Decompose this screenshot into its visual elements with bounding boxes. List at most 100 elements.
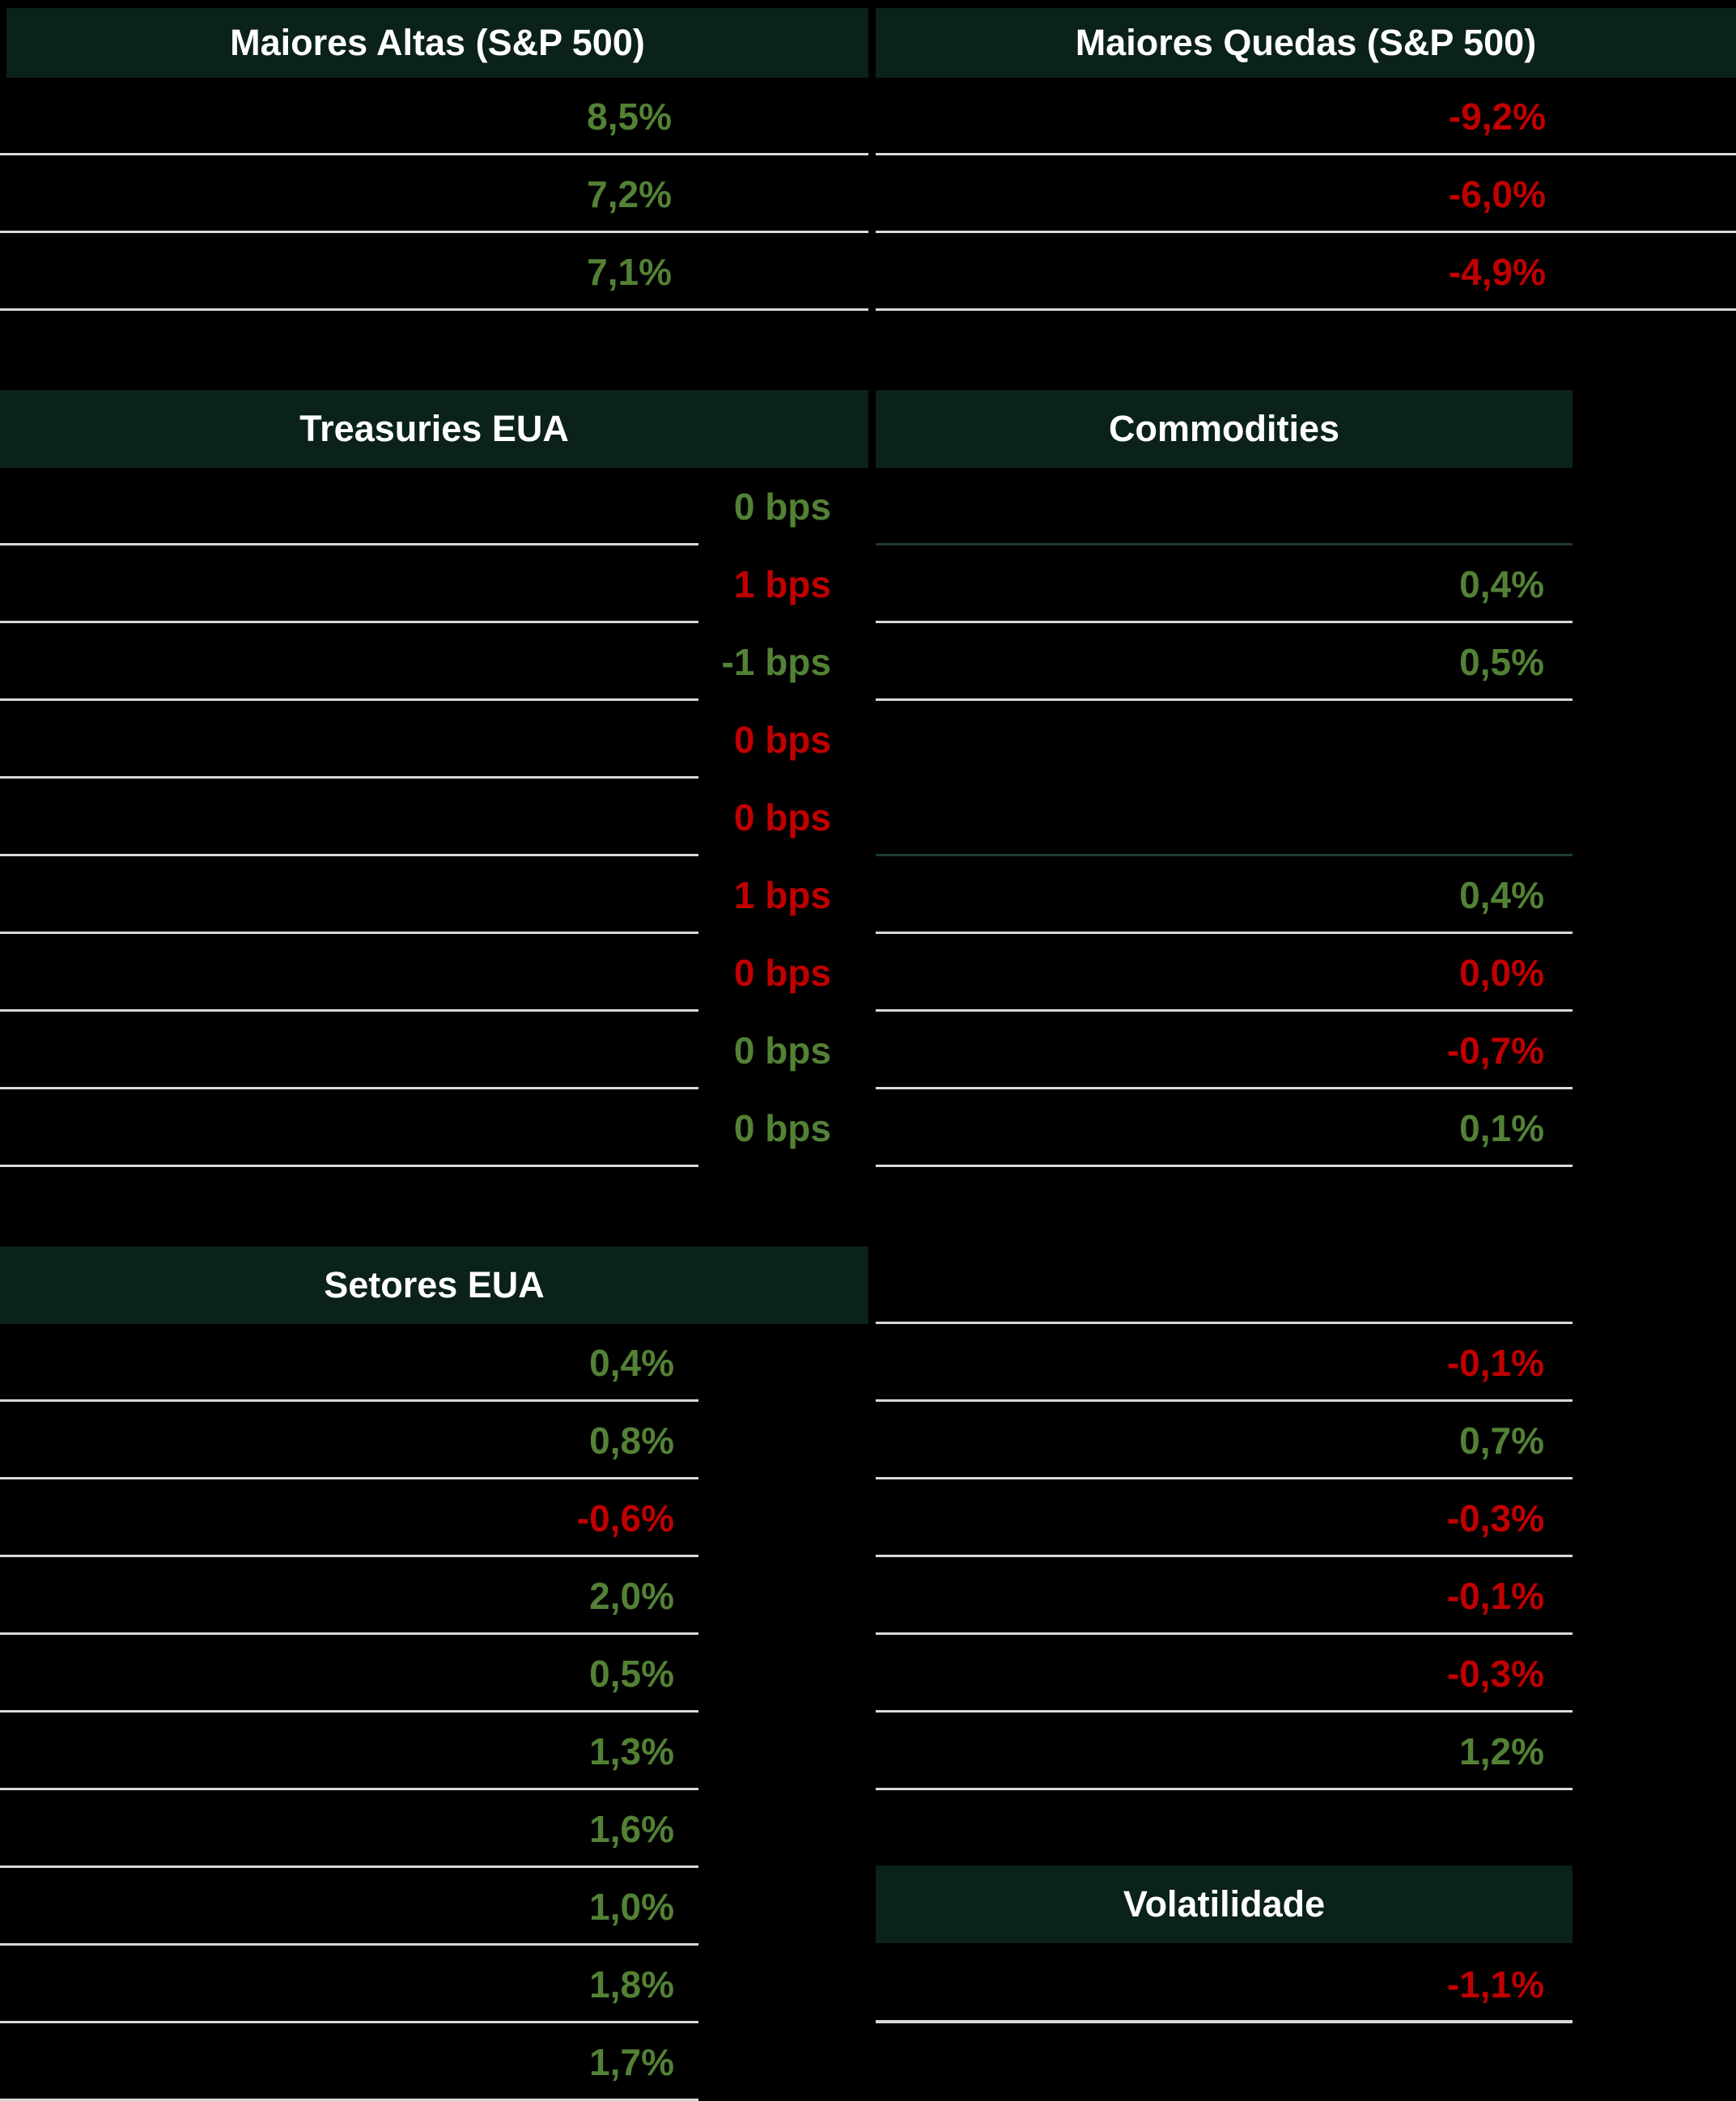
setores-table: 0,4% 0,8% -0,6% 2,0% 0,5% 1,3% 1,6% (0, 1324, 868, 2101)
row-value: -1,1% (1446, 1963, 1544, 2005)
table-row: -0,3% (876, 1479, 1573, 1557)
right-lower-table: -0,1% 0,7% -0,3% -0,1% -0,3% 1,2% (876, 1246, 1573, 1790)
row-value: 0 bps (733, 719, 831, 761)
row-value: 1 bps (733, 563, 831, 605)
volatilidade-table: -1,1% (876, 1946, 1573, 2023)
table-row: 1,0% (0, 1868, 868, 1946)
row-value: 0 bps (733, 486, 831, 528)
table-row (876, 1246, 1573, 1324)
row-value: 0 bps (733, 952, 831, 994)
row-value: 0,5% (1459, 641, 1544, 683)
table-row: 0 bps (0, 468, 868, 545)
row-value: 0 bps (733, 1029, 831, 1072)
row-value: 0,8% (589, 1420, 674, 1462)
table-row: 0,7% (876, 1402, 1573, 1479)
row-value: -6,0% (1448, 173, 1546, 215)
row-value: -0,1% (1446, 1575, 1544, 1617)
row-value: 1,6% (589, 1808, 674, 1850)
section-header-volatilidade: Volatilidade (876, 1865, 1573, 1943)
table-row: 1,3% (0, 1713, 868, 1790)
table-row: 0,8% (0, 1402, 868, 1479)
row-value: 0,1% (1459, 1107, 1544, 1149)
table-row: 0,1% (876, 1089, 1573, 1167)
section-title: Maiores Altas (S&P 500) (230, 22, 645, 63)
table-row: 7,2% (0, 155, 868, 233)
row-value: -4,9% (1448, 251, 1546, 293)
section-title: Maiores Quedas (S&P 500) (1075, 22, 1537, 63)
section-header-treasuries-eua: Treasuries EUA (0, 390, 868, 468)
table-row: 1 bps (0, 545, 868, 623)
row-value: 1,8% (589, 1963, 674, 2005)
section-header-commodities: Commodities (876, 390, 1573, 468)
row-value: 0,4% (1459, 563, 1544, 605)
commodities-table: 0,4% 0,5% 0,4% 0,0% -0,7% (876, 468, 1573, 1167)
table-row: 1 bps (0, 856, 868, 934)
table-row: 0 bps (0, 701, 868, 779)
row-value: -0,7% (1446, 1029, 1544, 1072)
table-row: -4,9% (876, 233, 1736, 311)
table-row: -1,1% (876, 1946, 1573, 2023)
row-value: 0 bps (733, 796, 831, 838)
row-value: 0,5% (589, 1653, 674, 1695)
section-title: Treasuries EUA (299, 408, 569, 449)
table-row: -0,3% (876, 1635, 1573, 1713)
section-title: Setores EUA (324, 1264, 545, 1305)
table-row: 0 bps (0, 1012, 868, 1089)
section-header-maiores-quedas: Maiores Quedas (S&P 500) (876, 8, 1736, 78)
row-value: 0 bps (733, 1107, 831, 1149)
row-value: 1,2% (1459, 1730, 1544, 1772)
row-value: -0,3% (1446, 1497, 1544, 1539)
table-row (876, 701, 1573, 779)
maiores-quedas-table: -9,2% -6,0% -4,9% (876, 78, 1736, 311)
table-row: -0,7% (876, 1012, 1573, 1089)
table-row: 8,5% (0, 78, 868, 155)
section-header-setores-eua: Setores EUA (0, 1246, 868, 1324)
treasuries-table: 0 bps 1 bps -1 bps 0 bps 0 bps 1 bps 0 (0, 468, 868, 1167)
table-row: 0,5% (876, 623, 1573, 701)
table-row: 0,4% (876, 545, 1573, 623)
section-header-maiores-altas: Maiores Altas (S&P 500) (6, 8, 868, 78)
table-row: 0,4% (0, 1324, 868, 1402)
table-row: -9,2% (876, 78, 1736, 155)
row-value: -1 bps (721, 641, 831, 683)
table-row: 0,4% (876, 856, 1573, 934)
section-title: Volatilidade (1123, 1883, 1326, 1925)
table-row: 0 bps (0, 1089, 868, 1167)
table-row: 1,2% (876, 1713, 1573, 1790)
table-row: -0,6% (0, 1479, 868, 1557)
table-row: 0,5% (0, 1635, 868, 1713)
table-row: 1,7% (0, 2023, 868, 2101)
table-row (876, 779, 1573, 856)
table-row: 7,1% (0, 233, 868, 311)
row-value: 7,1% (587, 251, 672, 293)
row-value: -0,6% (576, 1497, 674, 1539)
table-row (876, 468, 1573, 545)
row-value: 1,3% (589, 1730, 674, 1772)
table-row: 1,8% (0, 1946, 868, 2023)
row-value: 7,2% (587, 173, 672, 215)
table-row: 2,0% (0, 1557, 868, 1635)
row-value: 0,0% (1459, 952, 1544, 994)
section-title: Commodities (1108, 408, 1340, 449)
table-row: 0 bps (0, 934, 868, 1012)
table-row: -1 bps (0, 623, 868, 701)
table-row: 0 bps (0, 779, 868, 856)
row-value: 1,7% (589, 2041, 674, 2083)
table-row: -6,0% (876, 155, 1736, 233)
row-value: -0,1% (1446, 1342, 1544, 1384)
row-value: 1,0% (589, 1886, 674, 1928)
table-row: 0,0% (876, 934, 1573, 1012)
row-value: 0,4% (589, 1342, 674, 1384)
row-value: -0,3% (1446, 1653, 1544, 1695)
row-value: 8,5% (587, 96, 672, 138)
row-value: 0,7% (1459, 1420, 1544, 1462)
row-value: 2,0% (589, 1575, 674, 1617)
row-value: 1 bps (733, 874, 831, 916)
maiores-altas-table: 8,5% 7,2% 7,1% (0, 78, 868, 311)
table-row: 1,6% (0, 1790, 868, 1868)
table-row: -0,1% (876, 1557, 1573, 1635)
row-value: -9,2% (1448, 96, 1546, 138)
table-row: -0,1% (876, 1324, 1573, 1402)
row-value: 0,4% (1459, 874, 1544, 916)
